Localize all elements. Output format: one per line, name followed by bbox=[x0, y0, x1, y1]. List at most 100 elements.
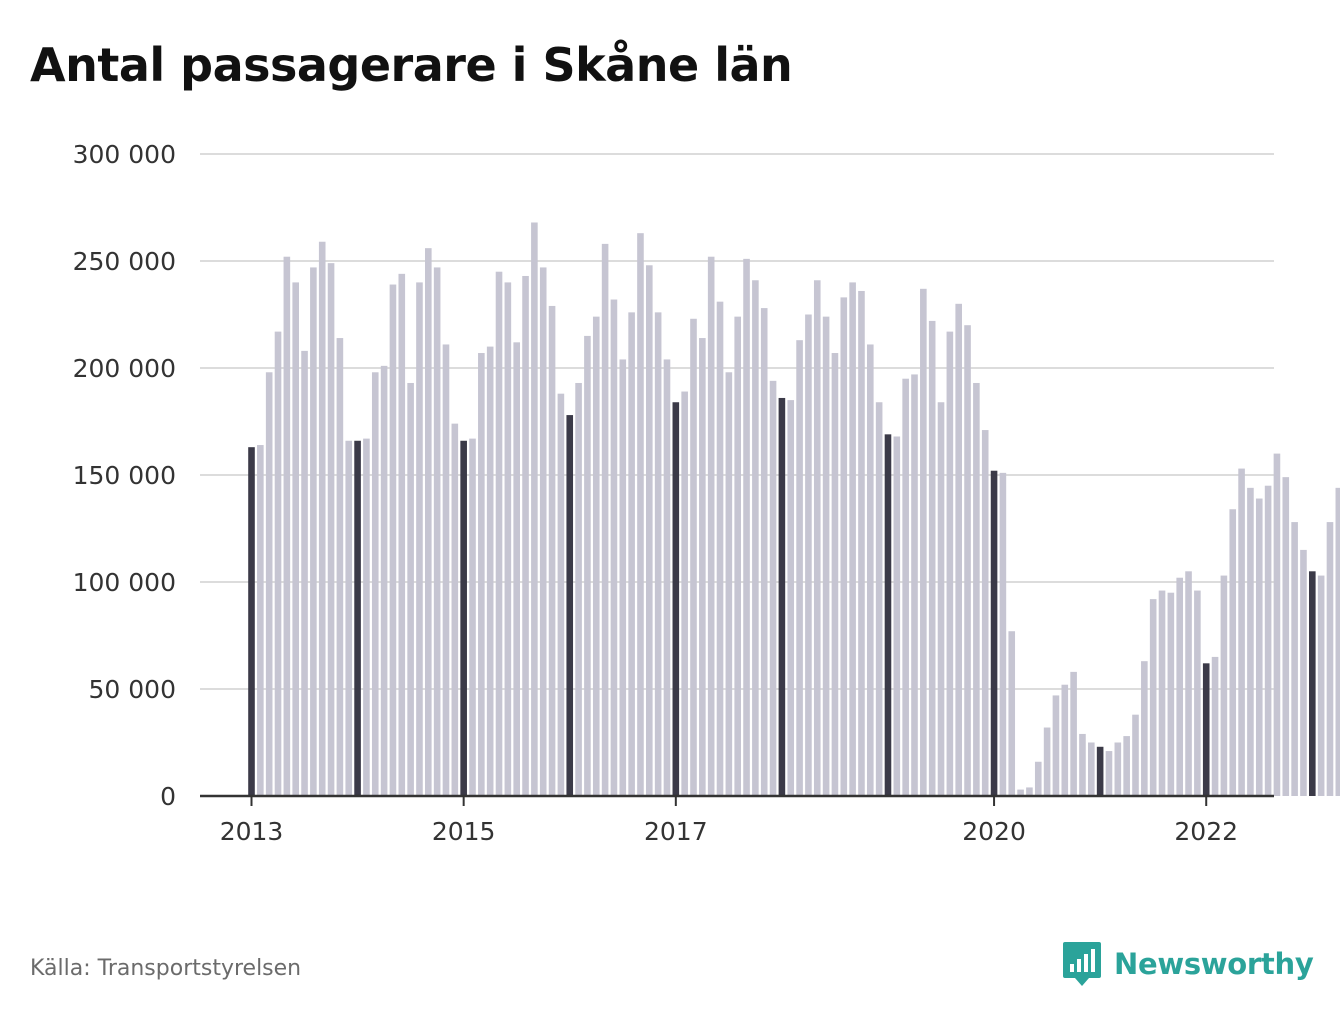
bar[interactable] bbox=[1034, 761, 1042, 796]
bar[interactable] bbox=[1264, 485, 1272, 796]
bar[interactable] bbox=[336, 338, 344, 796]
bar[interactable] bbox=[813, 280, 821, 796]
bar[interactable] bbox=[416, 282, 423, 796]
bar[interactable] bbox=[548, 305, 556, 796]
bar[interactable] bbox=[601, 243, 609, 796]
bar[interactable] bbox=[1300, 549, 1307, 796]
bar[interactable] bbox=[283, 256, 291, 797]
bar[interactable] bbox=[840, 297, 848, 796]
bar[interactable] bbox=[937, 402, 945, 796]
bar[interactable] bbox=[1088, 742, 1095, 797]
bar[interactable] bbox=[946, 331, 954, 796]
bar[interactable] bbox=[1317, 575, 1325, 796]
bar[interactable] bbox=[822, 316, 830, 796]
bar[interactable] bbox=[1123, 736, 1130, 796]
bar[interactable] bbox=[1114, 742, 1122, 797]
bar[interactable] bbox=[893, 436, 901, 796]
bar[interactable] bbox=[1132, 714, 1139, 796]
bar[interactable] bbox=[1167, 592, 1175, 796]
bar[interactable] bbox=[619, 359, 627, 796]
bar[interactable] bbox=[1220, 575, 1228, 796]
bar[interactable] bbox=[955, 303, 962, 796]
bar[interactable] bbox=[274, 331, 282, 796]
bar[interactable] bbox=[327, 263, 335, 796]
bar[interactable] bbox=[1282, 477, 1290, 796]
bar[interactable] bbox=[531, 222, 538, 797]
bar[interactable] bbox=[310, 267, 317, 796]
bar[interactable] bbox=[637, 233, 644, 796]
bar[interactable] bbox=[398, 273, 406, 797]
bar[interactable] bbox=[451, 423, 459, 796]
bar[interactable] bbox=[725, 372, 733, 796]
bar[interactable] bbox=[557, 393, 565, 796]
bar[interactable] bbox=[1229, 509, 1237, 796]
bar[interactable] bbox=[584, 335, 591, 796]
bar[interactable] bbox=[981, 430, 989, 796]
bar[interactable] bbox=[1079, 733, 1086, 796]
bar[interactable] bbox=[1026, 787, 1033, 796]
bar[interactable] bbox=[1255, 498, 1263, 796]
bar[interactable] bbox=[796, 340, 803, 796]
bar[interactable] bbox=[513, 342, 520, 796]
bar[interactable] bbox=[478, 353, 485, 796]
bar[interactable] bbox=[681, 391, 688, 796]
bar[interactable] bbox=[486, 346, 494, 796]
bar[interactable] bbox=[442, 344, 450, 796]
bar[interactable] bbox=[248, 447, 255, 796]
bar[interactable] bbox=[345, 440, 353, 796]
bar[interactable] bbox=[318, 241, 326, 797]
bar[interactable] bbox=[1052, 695, 1060, 796]
bar[interactable] bbox=[760, 308, 768, 796]
bar[interactable] bbox=[1141, 661, 1148, 796]
bar[interactable] bbox=[654, 312, 662, 796]
bar[interactable] bbox=[301, 350, 308, 796]
bar[interactable] bbox=[1061, 684, 1069, 796]
bar[interactable] bbox=[628, 312, 635, 796]
bar[interactable] bbox=[1017, 789, 1024, 796]
bar[interactable] bbox=[973, 382, 980, 796]
bar[interactable] bbox=[646, 265, 653, 796]
bar[interactable] bbox=[902, 378, 909, 796]
bar[interactable] bbox=[734, 316, 741, 796]
bar[interactable] bbox=[389, 284, 397, 796]
bar[interactable] bbox=[672, 402, 680, 796]
bar[interactable] bbox=[805, 314, 812, 797]
bar[interactable] bbox=[495, 271, 503, 796]
bar[interactable] bbox=[867, 344, 874, 796]
bar[interactable] bbox=[522, 275, 529, 797]
bar[interactable] bbox=[1247, 487, 1254, 796]
bar[interactable] bbox=[1335, 487, 1340, 796]
bar[interactable] bbox=[663, 359, 671, 796]
bar[interactable] bbox=[380, 365, 388, 796]
bar[interactable] bbox=[257, 445, 264, 796]
bar[interactable] bbox=[752, 280, 759, 796]
bar[interactable] bbox=[363, 438, 370, 796]
bar[interactable] bbox=[407, 382, 414, 796]
bar[interactable] bbox=[469, 438, 476, 796]
bar[interactable] bbox=[1194, 590, 1201, 796]
bar[interactable] bbox=[575, 382, 582, 796]
bar[interactable] bbox=[1158, 590, 1166, 796]
bar[interactable] bbox=[1008, 631, 1016, 796]
bar[interactable] bbox=[1238, 468, 1245, 796]
bar[interactable] bbox=[1070, 671, 1077, 796]
bar[interactable] bbox=[433, 267, 441, 796]
bar[interactable] bbox=[875, 402, 883, 796]
bar[interactable] bbox=[425, 248, 432, 796]
bar[interactable] bbox=[699, 338, 706, 796]
bar[interactable] bbox=[690, 318, 697, 796]
bar[interactable] bbox=[1096, 746, 1104, 796]
bar[interactable] bbox=[592, 316, 600, 796]
bar[interactable] bbox=[1176, 577, 1183, 796]
bar[interactable] bbox=[1043, 727, 1051, 796]
bar[interactable] bbox=[849, 282, 856, 796]
bar[interactable] bbox=[858, 290, 865, 796]
bar[interactable] bbox=[1211, 656, 1219, 796]
bar[interactable] bbox=[371, 372, 379, 796]
bar[interactable] bbox=[743, 258, 750, 796]
bar[interactable] bbox=[964, 325, 971, 796]
bar[interactable] bbox=[920, 288, 927, 796]
bar[interactable] bbox=[460, 440, 467, 796]
bar[interactable] bbox=[1185, 571, 1192, 796]
bar[interactable] bbox=[831, 353, 839, 796]
